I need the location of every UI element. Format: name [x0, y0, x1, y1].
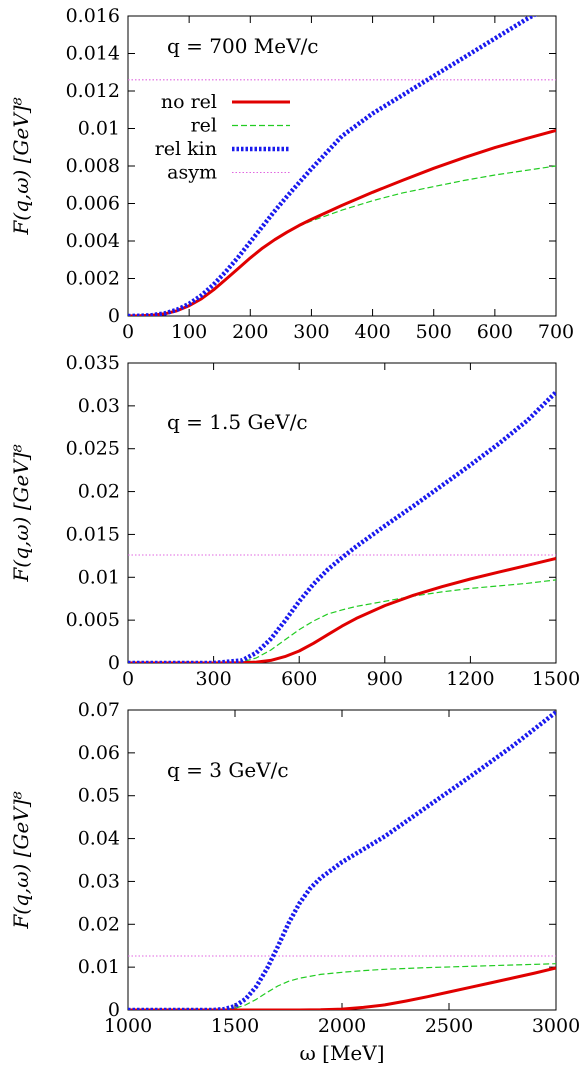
q-annotation: q = 700 MeV/c	[167, 34, 319, 58]
x-tick-label: 2500	[425, 1015, 473, 1037]
panel-1: 0 0.002 0.004 0.006 0.008 0.01 0.012 0.014 0.016…	[9, 5, 574, 343]
series-line-rel	[128, 579, 556, 663]
legend-label: no rel	[161, 91, 217, 113]
y-tick-label: 0.004	[66, 230, 120, 252]
series-line-rel	[128, 165, 556, 316]
y-tick-label: 0	[108, 999, 120, 1021]
legend-label: asym	[167, 162, 217, 184]
x-tick-label: 400	[354, 321, 390, 343]
y-tick-label: 0.03	[78, 870, 120, 892]
y-tick-label: 0.002	[66, 268, 120, 290]
y-tick-label: 0	[108, 305, 120, 327]
y-tick-label: 0.025	[66, 438, 120, 460]
x-tick-label: 100	[171, 321, 207, 343]
series-line-no-rel	[128, 556, 556, 663]
x-tick-label: 1200	[446, 668, 494, 690]
plot-frame	[127, 709, 557, 1011]
x-tick-label: 200	[232, 321, 268, 343]
x-tick-label: 700	[538, 321, 574, 343]
y-tick-label: 0	[108, 652, 120, 674]
x-tick-label: 600	[281, 668, 317, 690]
y-tick-label: 0.05	[78, 785, 120, 807]
x-tick-label: 1500	[532, 668, 580, 690]
legend-label: rel	[191, 115, 217, 137]
y-tick-label: 0.005	[66, 609, 120, 631]
y-axis-label: F(q,ω) [GeV]⁸	[9, 791, 33, 929]
y-tick-label: 0.016	[66, 5, 120, 27]
plot-frame	[127, 362, 557, 664]
x-tick-label: 900	[367, 668, 403, 690]
x-axis-label: ω [MeV]	[299, 1041, 384, 1065]
y-tick-label: 0.035	[66, 352, 120, 374]
y-axis-label: F(q,ω) [GeV]⁸	[9, 444, 33, 582]
y-tick-label: 0.014	[66, 43, 120, 65]
x-tick-label: 1500	[211, 1015, 259, 1037]
x-tick-label: 1000	[104, 1015, 152, 1037]
panel-3: 0 0.01 0.02 0.03 0.04 0.05 0.06 0.07 1000 1500 200…	[9, 699, 580, 1065]
x-tick-label: 3000	[532, 1015, 580, 1037]
x-tick-label: 0	[122, 321, 134, 343]
x-tick-label: 300	[195, 668, 231, 690]
y-tick-label: 0.008	[66, 155, 120, 177]
y-tick-label: 0.02	[78, 481, 120, 503]
y-tick-label: 0.01	[78, 956, 120, 978]
y-tick-label: 0.07	[78, 699, 120, 721]
series-line-rel-kin	[128, 710, 556, 1010]
y-tick-label: 0.012	[66, 80, 120, 102]
y-axis-label: F(q,ω) [GeV]⁸	[9, 97, 33, 235]
q-annotation: q = 3 GeV/c	[167, 758, 289, 782]
y-tick-label: 0.01	[78, 118, 120, 140]
y-tick-label: 0.06	[78, 742, 120, 764]
y-tick-label: 0.04	[78, 828, 120, 850]
x-tick-label: 0	[122, 668, 134, 690]
y-tick-label: 0.006	[66, 193, 120, 215]
y-tick-label: 0.02	[78, 913, 120, 935]
y-tick-label: 0.015	[66, 523, 120, 545]
y-tick-label: 0.03	[78, 395, 120, 417]
q-annotation: q = 1.5 GeV/c	[167, 410, 308, 434]
series-line-rel-kin	[128, 16, 537, 316]
y-tick-label: 0.01	[78, 566, 120, 588]
x-tick-label: 2000	[318, 1015, 366, 1037]
panel-2: 0 0.005 0.01 0.015 0.02 0.025 0.03 0.035 0 300 600…	[9, 352, 580, 690]
x-tick-label: 300	[293, 321, 329, 343]
x-tick-label: 500	[416, 321, 452, 343]
x-tick-label: 600	[477, 321, 513, 343]
series-line-rel-kin	[128, 390, 556, 663]
legend-label: rel kin	[155, 138, 217, 160]
series-line-no-rel	[128, 966, 556, 1010]
